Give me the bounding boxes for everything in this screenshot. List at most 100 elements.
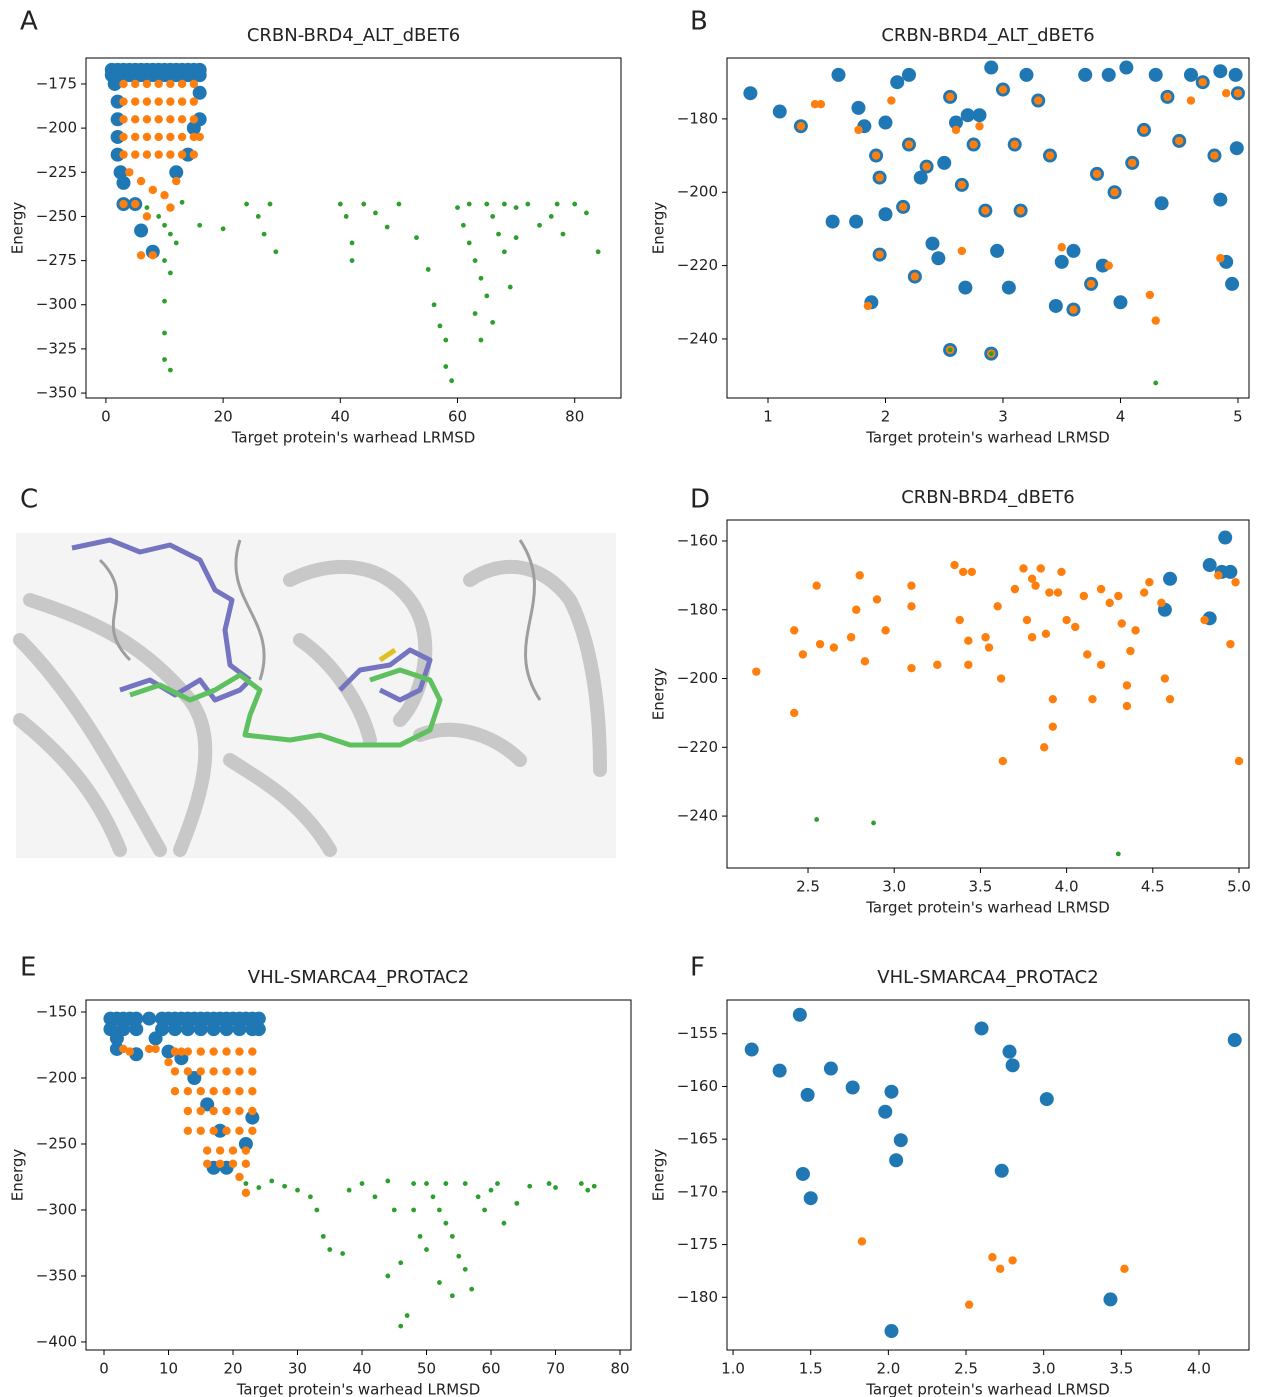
- point: [1145, 290, 1155, 300]
- point: [119, 150, 128, 159]
- point: [119, 199, 128, 209]
- point: [197, 222, 203, 228]
- x-tick-label: 2: [881, 408, 891, 426]
- point: [1126, 646, 1135, 656]
- y-axis-label: Energy: [650, 668, 668, 721]
- point: [1078, 67, 1093, 82]
- point: [857, 1237, 867, 1246]
- point: [443, 337, 449, 343]
- point: [222, 1106, 231, 1116]
- point: [1095, 258, 1110, 273]
- point: [484, 293, 490, 299]
- point: [235, 1047, 244, 1056]
- point: [1213, 192, 1228, 207]
- point: [193, 1022, 208, 1037]
- point: [798, 650, 808, 659]
- y-tick-label: −165: [677, 1130, 718, 1148]
- point: [595, 249, 601, 255]
- point: [361, 201, 367, 207]
- point: [957, 180, 967, 190]
- point: [947, 347, 953, 353]
- point: [846, 633, 856, 642]
- point: [1128, 158, 1137, 168]
- axes-frame: [726, 519, 1250, 869]
- point: [1157, 598, 1166, 608]
- point: [177, 132, 187, 142]
- point: [875, 250, 884, 259]
- point: [1048, 694, 1058, 704]
- point: [209, 1126, 218, 1135]
- point: [183, 1126, 193, 1135]
- y-tick-label: −200: [36, 1068, 77, 1086]
- point: [591, 1183, 597, 1189]
- point: [998, 85, 1008, 94]
- y-tick-label: −350: [36, 1266, 77, 1284]
- point: [248, 1047, 257, 1056]
- point: [871, 151, 881, 160]
- point: [142, 115, 152, 124]
- point: [1036, 564, 1045, 573]
- point: [1079, 591, 1089, 601]
- point: [795, 1166, 810, 1181]
- point: [200, 1097, 215, 1112]
- point: [162, 258, 167, 263]
- point: [203, 1146, 212, 1155]
- point: [554, 201, 560, 207]
- point: [1213, 64, 1228, 79]
- point: [248, 1106, 257, 1116]
- point: [1120, 1264, 1129, 1274]
- point: [136, 176, 146, 186]
- point: [472, 311, 478, 316]
- point: [172, 176, 181, 186]
- point: [881, 626, 890, 635]
- point: [501, 201, 507, 207]
- point: [131, 97, 140, 106]
- chart-title: CRBN-BRD4_ALT_dBET6: [881, 25, 1094, 46]
- point: [215, 1159, 225, 1168]
- point: [189, 115, 199, 124]
- point: [829, 643, 839, 652]
- point: [1154, 196, 1169, 211]
- point: [129, 1022, 144, 1037]
- point: [572, 201, 578, 207]
- point: [1113, 295, 1128, 310]
- x-tick-label: 5: [1233, 408, 1243, 426]
- point: [1010, 584, 1020, 594]
- point: [167, 231, 173, 237]
- point: [437, 323, 443, 329]
- point: [513, 205, 519, 211]
- point: [800, 1087, 815, 1102]
- point: [904, 140, 914, 149]
- point: [337, 201, 343, 207]
- point: [1110, 188, 1119, 197]
- point: [196, 1086, 205, 1096]
- point: [1088, 694, 1097, 704]
- point: [958, 567, 968, 577]
- point: [349, 258, 355, 263]
- ligands: [71, 537, 443, 748]
- point: [209, 1047, 218, 1056]
- point: [1163, 92, 1172, 102]
- structure-image: [13, 533, 616, 858]
- point: [1001, 280, 1016, 295]
- series: [1157, 530, 1238, 626]
- point: [460, 222, 466, 228]
- point: [170, 1086, 180, 1096]
- point: [1202, 558, 1217, 573]
- point: [1057, 243, 1066, 252]
- point: [244, 201, 249, 207]
- point: [187, 1070, 202, 1085]
- point: [180, 1022, 195, 1037]
- point: [803, 1191, 818, 1206]
- point: [417, 1233, 423, 1239]
- point: [183, 1086, 193, 1096]
- point: [248, 1126, 257, 1135]
- point: [177, 1047, 186, 1056]
- point: [248, 1086, 257, 1096]
- point: [1062, 615, 1071, 625]
- point: [219, 1022, 234, 1037]
- point: [241, 1188, 251, 1198]
- y-tick-label: −150: [36, 1003, 77, 1021]
- point: [1186, 96, 1196, 105]
- point: [449, 1233, 455, 1239]
